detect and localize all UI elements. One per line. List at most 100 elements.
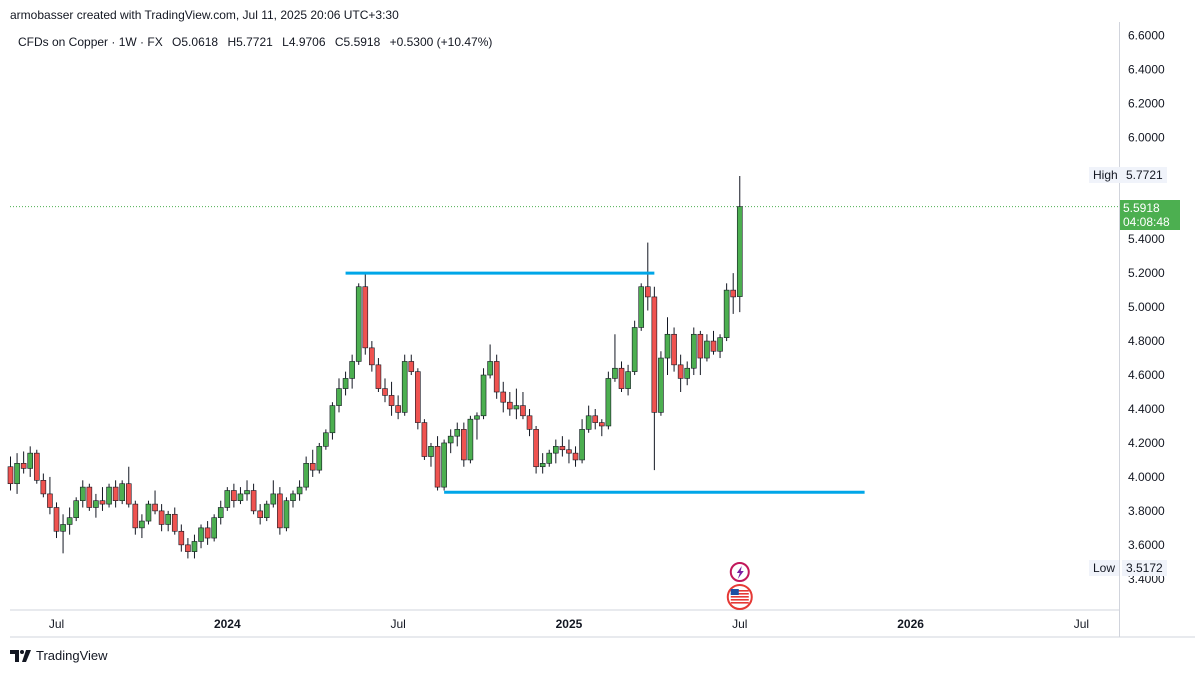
- candle-body[interactable]: [224, 490, 231, 508]
- candle-body[interactable]: [217, 507, 224, 518]
- candle-body[interactable]: [579, 429, 585, 461]
- candle-body[interactable]: [730, 289, 737, 298]
- candle-body[interactable]: [553, 446, 559, 454]
- candle-body[interactable]: [598, 422, 605, 427]
- candle-body[interactable]: [447, 435, 454, 444]
- candle-body[interactable]: [250, 490, 257, 512]
- candle-body[interactable]: [401, 361, 408, 413]
- candle-body[interactable]: [736, 206, 743, 297]
- candle-body[interactable]: [625, 371, 631, 389]
- candle-body[interactable]: [631, 327, 638, 372]
- candle-body[interactable]: [257, 510, 263, 518]
- candle-body[interactable]: [723, 289, 730, 338]
- candle-body[interactable]: [66, 517, 73, 525]
- candle-body[interactable]: [171, 513, 178, 532]
- candle-body[interactable]: [139, 520, 145, 529]
- candle-body[interactable]: [605, 378, 612, 427]
- candle-body[interactable]: [533, 429, 539, 468]
- candle-body[interactable]: [566, 449, 572, 454]
- candle-body[interactable]: [487, 361, 493, 376]
- candle-body[interactable]: [27, 452, 34, 469]
- candle-body[interactable]: [86, 486, 93, 508]
- candle-body[interactable]: [644, 286, 651, 298]
- candle-body[interactable]: [106, 486, 112, 505]
- candle-body[interactable]: [73, 500, 79, 518]
- candle-body[interactable]: [388, 395, 395, 406]
- candle-body[interactable]: [237, 493, 244, 501]
- candle-body[interactable]: [40, 480, 47, 495]
- candle-body[interactable]: [664, 333, 671, 359]
- candle-body[interactable]: [546, 452, 553, 464]
- candle-body[interactable]: [592, 415, 599, 423]
- candle-body[interactable]: [513, 405, 520, 410]
- candle-body[interactable]: [539, 463, 546, 468]
- candle-body[interactable]: [526, 415, 533, 430]
- candle-body[interactable]: [441, 442, 447, 488]
- candle-body[interactable]: [704, 340, 710, 359]
- candle-body[interactable]: [474, 415, 480, 420]
- candle-body[interactable]: [572, 452, 579, 461]
- candle-body[interactable]: [165, 513, 171, 525]
- candle-body[interactable]: [684, 367, 691, 379]
- candle-body[interactable]: [204, 527, 211, 539]
- candle-body[interactable]: [697, 333, 704, 359]
- candle-body[interactable]: [638, 286, 645, 328]
- candle-body[interactable]: [93, 500, 99, 508]
- candle-body[interactable]: [47, 493, 53, 508]
- candle-body[interactable]: [329, 405, 336, 434]
- candle-body[interactable]: [112, 486, 119, 501]
- candle-body[interactable]: [500, 391, 507, 403]
- candle-body[interactable]: [612, 367, 618, 379]
- candle-body[interactable]: [198, 527, 204, 542]
- candle-body[interactable]: [125, 483, 132, 505]
- candle-body[interactable]: [717, 337, 723, 352]
- candle-body[interactable]: [382, 388, 388, 396]
- candle-body[interactable]: [14, 463, 20, 485]
- candle-body[interactable]: [99, 500, 106, 505]
- candle-body[interactable]: [185, 544, 191, 552]
- candle-body[interactable]: [710, 340, 717, 352]
- candle-body[interactable]: [283, 500, 290, 529]
- symbol-name[interactable]: CFDs on Copper · 1W · FX: [18, 35, 163, 49]
- candle-body[interactable]: [355, 286, 362, 362]
- candle-body[interactable]: [658, 357, 664, 413]
- candle-body[interactable]: [33, 452, 40, 481]
- candle-body[interactable]: [158, 510, 165, 525]
- candle-body[interactable]: [145, 503, 152, 522]
- candle-body[interactable]: [559, 446, 566, 451]
- candle-body[interactable]: [585, 415, 592, 430]
- candle-body[interactable]: [507, 401, 513, 410]
- candle-body[interactable]: [362, 286, 369, 349]
- candle-body[interactable]: [461, 429, 467, 461]
- candle-body[interactable]: [323, 432, 329, 447]
- candle-body[interactable]: [270, 493, 277, 505]
- candle-body[interactable]: [277, 493, 283, 529]
- candle-body[interactable]: [290, 493, 296, 501]
- candle-body[interactable]: [618, 367, 625, 389]
- candle-body[interactable]: [434, 446, 441, 488]
- candle-body[interactable]: [79, 486, 86, 501]
- candle-body[interactable]: [119, 483, 125, 501]
- candle-body[interactable]: [467, 418, 474, 461]
- candle-body[interactable]: [480, 374, 487, 417]
- candle-body[interactable]: [520, 405, 526, 417]
- candle-body[interactable]: [677, 364, 684, 379]
- candle-body[interactable]: [178, 530, 185, 546]
- candle-body[interactable]: [263, 503, 270, 518]
- candle-body[interactable]: [454, 429, 461, 437]
- candle-body[interactable]: [395, 405, 401, 413]
- candle-body[interactable]: [369, 347, 375, 366]
- candle-body[interactable]: [428, 446, 434, 457]
- candle-body[interactable]: [336, 388, 342, 406]
- candle-body[interactable]: [493, 361, 500, 393]
- tradingview-logo[interactable]: TradingView: [10, 648, 108, 663]
- candle-body[interactable]: [690, 333, 697, 369]
- candle-body[interactable]: [375, 364, 382, 389]
- candle-body[interactable]: [303, 463, 309, 488]
- candle-body[interactable]: [60, 524, 66, 532]
- candle-body[interactable]: [342, 378, 349, 389]
- candle-body[interactable]: [53, 507, 60, 532]
- candle-body[interactable]: [309, 463, 316, 471]
- candle-body[interactable]: [296, 486, 303, 495]
